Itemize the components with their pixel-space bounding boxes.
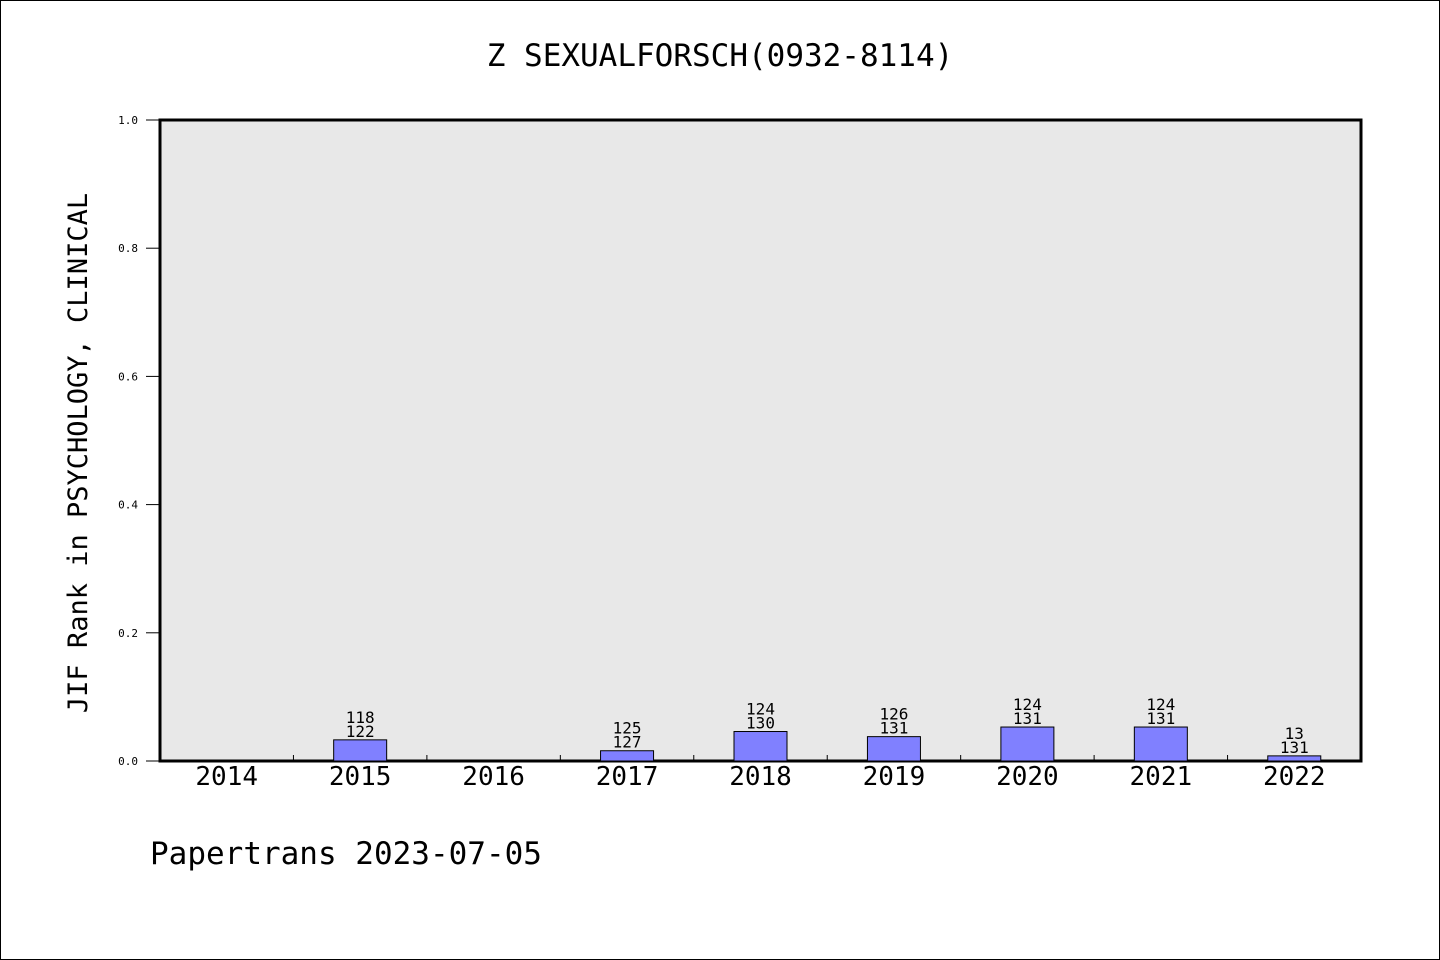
bar-label-bottom: 131 xyxy=(879,719,908,738)
x-tick-label: 2021 xyxy=(1130,762,1193,792)
footer-credit: Papertrans 2023-07-05 xyxy=(150,836,542,872)
y-tick-label: 0.8 xyxy=(118,242,138,255)
y-tick-label: 0.2 xyxy=(118,627,138,640)
x-tick-label: 2017 xyxy=(596,762,659,792)
bar-2019 xyxy=(866,736,921,762)
y-tick-label: 0.0 xyxy=(118,755,138,768)
x-tick-label: 2019 xyxy=(863,762,926,792)
bar-label-top: 118 xyxy=(346,708,375,727)
bar-label-bottom: 131 xyxy=(1013,709,1042,728)
bar-2017 xyxy=(600,750,655,762)
y-tick-label: 0.6 xyxy=(118,370,138,383)
bar-2021 xyxy=(1133,726,1188,762)
bar-label-bottom: 130 xyxy=(746,714,775,733)
y-axis-label: JIF Rank in PSYCHOLOGY, CLINICAL xyxy=(63,193,94,713)
x-tick-label: 2016 xyxy=(462,762,525,792)
bar-label-top: 124 xyxy=(1013,695,1042,714)
bar-2015 xyxy=(333,739,388,762)
bar-label-bottom: 122 xyxy=(346,722,375,741)
x-tick-label: 2015 xyxy=(329,762,392,792)
bar-label-bottom: 131 xyxy=(1280,738,1309,757)
bar-2018 xyxy=(733,731,788,762)
bar-label-top: 13 xyxy=(1285,724,1304,743)
x-tick-label: 2014 xyxy=(195,762,258,792)
x-axis: 2014 2015 2016 2017 2018 2019 2020 2021 2022 xyxy=(195,755,1326,792)
bar-2022 xyxy=(1267,755,1322,762)
bar-label-top: 125 xyxy=(613,719,642,738)
bar-series xyxy=(333,726,1322,762)
x-tick-label: 2018 xyxy=(729,762,792,792)
y-axis: 0.0 0.2 0.4 0.6 0.8 1.0 xyxy=(118,114,160,768)
bar-label-bottom: 131 xyxy=(1146,709,1175,728)
chart-title: Z SEXUALFORSCH(0932-8114) xyxy=(487,38,954,74)
bar-label-top: 124 xyxy=(746,700,775,719)
bar-label-bottom: 127 xyxy=(613,733,642,752)
y-tick-label: 1.0 xyxy=(118,114,138,127)
bar-2020 xyxy=(1000,726,1055,762)
x-tick-label: 2020 xyxy=(996,762,1059,792)
x-tick-label: 2022 xyxy=(1263,762,1326,792)
bar-label-top: 126 xyxy=(879,705,908,724)
y-tick-label: 0.4 xyxy=(118,499,138,512)
bar-label-top: 124 xyxy=(1146,695,1175,714)
plot-area xyxy=(158,118,1363,763)
